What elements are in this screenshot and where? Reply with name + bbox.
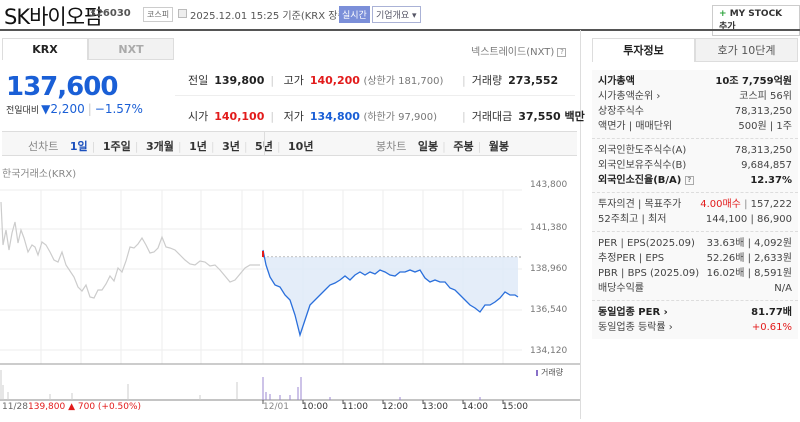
candle-daily[interactable]: 일봉: [417, 140, 439, 153]
volume-label: 거래량: [471, 74, 503, 87]
x-tick: 10:00: [302, 402, 328, 412]
plus-icon: +: [719, 9, 730, 19]
market-badge: 코스피: [143, 7, 174, 22]
diff-pct: −1.57%: [94, 102, 143, 116]
prev-value: 139,800: [214, 74, 265, 87]
x-tick: 14:00: [462, 402, 488, 412]
stock-code: 326030: [89, 8, 131, 19]
amount-value: 37,550 백만: [518, 110, 585, 123]
help-icon[interactable]: ?: [684, 175, 694, 185]
current-price: 137,600: [6, 72, 118, 102]
nxt-label: 넥스트레이드(NXT): [471, 47, 555, 58]
price-change: 전일대비 ▼2,200 | −1.57%: [6, 102, 143, 116]
calendar-icon: [178, 9, 187, 18]
period-3y[interactable]: 3년: [222, 140, 240, 153]
header-divider: [0, 29, 800, 31]
amount-row: | 거래대금 37,550 백만: [462, 110, 585, 123]
realtime-button[interactable]: 실시간: [339, 6, 370, 23]
header: SK바이오팜 326030 코스피 2025.12.01 15:25 기준(KR…: [0, 0, 800, 36]
timestamp: 2025.12.01 15:25 기준(KRX 장중): [190, 11, 351, 22]
foreign-ratio-row: 외국인소진율(B/A) ? 12.37%: [598, 175, 792, 186]
volume-legend: 거래량: [541, 368, 564, 377]
low-value: 134,800: [309, 110, 360, 123]
prev-day-close: 139,800 ▲ 700 (+0.50%): [28, 402, 142, 412]
x-tick: 12/01: [263, 402, 289, 412]
y-tick: 141,380: [530, 223, 568, 233]
tab-nxt[interactable]: NXT: [88, 38, 174, 60]
foreign-limit-row: 외국인한도주식수(A) 78,313,250: [598, 145, 792, 156]
period-5y[interactable]: 5년: [255, 140, 273, 153]
sector-change-row[interactable]: 동일업종 등락률 › +0.61%: [598, 322, 792, 333]
amount-label: 거래대금: [471, 110, 513, 123]
row-divider: [175, 95, 575, 96]
period-10y[interactable]: 10년: [288, 140, 314, 153]
high-label: 고가: [283, 74, 304, 87]
market-cap-row: 시가총액 10조 7,759억원: [598, 76, 792, 87]
price-chart[interactable]: 143,800 141,380 138,960 136,540 134,120 …: [0, 180, 580, 419]
high-value: 140,200: [309, 74, 360, 87]
tab-krx[interactable]: KRX: [2, 38, 88, 60]
market-cap-rank-row[interactable]: 시가총액순위 › 코스피 56위: [598, 91, 792, 102]
pbr-row: PBR | BPS (2025.09) 16.02배 | 8,591원: [598, 268, 792, 279]
est-per-row: 추정PER | EPS 52.26배 | 2,633원: [598, 253, 792, 264]
period-selector: 선차트 1일| 1주일| 3개월| 1년| 3년| 5년| 10년 봉차트 일봉…: [2, 131, 577, 156]
tab-investment-info[interactable]: 투자정보: [592, 38, 695, 62]
candle-weekly[interactable]: 주봉: [453, 140, 474, 153]
exchange-label: 한국거래소(KRX): [2, 169, 77, 180]
y-tick: 136,540: [530, 305, 568, 315]
quote-row-2: 시가 140,100 | 저가 134,800 (하한가 97,900): [188, 110, 438, 123]
volume-value: 273,552: [508, 74, 559, 87]
lower-limit: (하한가 97,900): [363, 112, 438, 123]
tab-orderbook[interactable]: 호가 10단계: [695, 38, 798, 62]
stock-title: SK바이오팜: [4, 5, 103, 29]
low-label: 저가: [283, 110, 304, 123]
open-label: 시가: [188, 110, 209, 123]
dividend-row: 배당수익률 N/A: [598, 283, 792, 294]
52w-row: 52주최고 | 최저 144,100 | 86,900: [598, 214, 792, 225]
investment-info-panel: 투자정보 호가 10단계 시가총액 10조 7,759억원 시가총액순위 › 코스피…: [592, 38, 798, 378]
foreign-held-row: 외국인보유주식수(B) 9,684,857: [598, 160, 792, 171]
column-divider: [580, 30, 581, 419]
x-tick: 13:00: [422, 402, 448, 412]
x-tick: 11:00: [342, 402, 368, 412]
x-tick: 12:00: [382, 402, 408, 412]
y-tick: 143,800: [530, 180, 568, 190]
line-chart-label: 선차트: [28, 140, 59, 153]
prev-day-date: 11/28: [2, 402, 28, 412]
per-row: PER | EPS(2025.09) 33.63배 | 4,092원: [598, 238, 792, 249]
chart-svg: [0, 189, 580, 404]
face-value-row: 액면가 | 매매단위 500원 | 1주: [598, 121, 792, 132]
quote-row-1: 전일 139,800 | 고가 140,200 (상한가 181,700): [188, 74, 444, 87]
volume-row: | 거래량 273,552: [462, 74, 559, 87]
opinion-row: 투자의견 | 목표주가 4.00매수 | 157,222: [598, 199, 792, 210]
period-3m[interactable]: 3개월: [145, 140, 174, 153]
diff-label: 전일대비: [6, 106, 40, 116]
nxt-link[interactable]: 넥스트레이드(NXT) ?: [471, 43, 567, 58]
listed-shares-row: 상장주식수 78,313,250: [598, 106, 792, 117]
prev-label: 전일: [188, 74, 209, 87]
upper-limit: (상한가 181,700): [363, 76, 444, 87]
add-mystock-button[interactable]: + MY STOCK 추가: [712, 5, 800, 36]
diff-value: ▼2,200: [41, 102, 85, 116]
exchange-tabs: KRX NXT: [2, 38, 174, 60]
open-value: 140,100: [214, 110, 265, 123]
period-1y[interactable]: 1년: [189, 140, 207, 153]
period-1w[interactable]: 1주일: [102, 140, 131, 153]
sector-per-row[interactable]: 동일업종 PER › 81.77배: [598, 307, 792, 318]
help-icon[interactable]: ?: [557, 47, 567, 57]
mystock-label: MY STOCK 추가: [719, 9, 783, 32]
corp-info-dropdown[interactable]: 기업개요 ▾: [372, 6, 421, 23]
y-tick: 134,120: [530, 346, 568, 356]
x-tick: 15:00: [502, 402, 528, 412]
y-tick: 138,960: [530, 264, 568, 274]
candle-monthly[interactable]: 월봉: [488, 140, 510, 153]
period-1d[interactable]: 1일: [69, 140, 88, 153]
candle-chart-label: 봉차트: [376, 140, 407, 153]
